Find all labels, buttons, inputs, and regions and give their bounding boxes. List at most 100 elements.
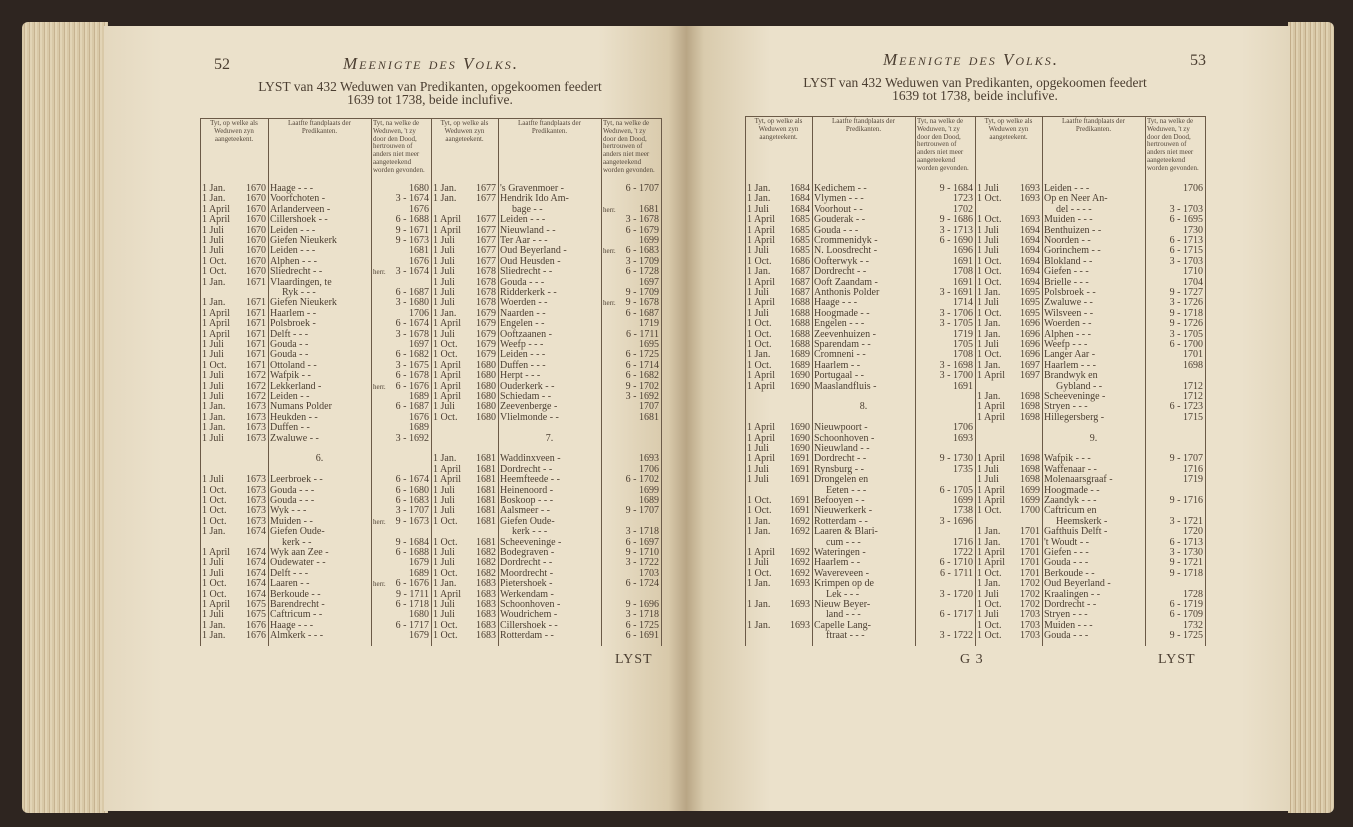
end-date: 3 - 1696 xyxy=(939,515,973,527)
last-post-place: Heinenoord - xyxy=(500,484,554,496)
table-row: 1 Juli 1693 Leiden - - - 1706 xyxy=(975,183,1205,194)
last-post-place: Stryen - - - xyxy=(1044,609,1088,621)
last-post-place: Werkendam - xyxy=(500,588,554,600)
last-post-place: Schoonhoven - xyxy=(500,599,561,610)
entry-month: 1 Juli xyxy=(202,567,224,579)
end-date: 9 - 1673 xyxy=(395,235,429,246)
entry-year: 1688 xyxy=(790,328,810,340)
end-date: 1695 xyxy=(639,339,659,350)
title-line-2: 1639 tot 1738, beide inclufive. xyxy=(892,88,1058,103)
end-date: 1676 xyxy=(409,255,429,267)
table-row: 1 Oct. 1691 Befooyen - - 1699 xyxy=(745,495,975,506)
table-row: 1 April 1688 Haage - - - 1714 xyxy=(745,297,975,308)
entry-month: 1 Oct. xyxy=(977,599,1002,610)
entry-month: 1 April xyxy=(202,214,231,226)
entry-month: 1 April xyxy=(433,318,462,330)
last-post-place: Kedichem - - xyxy=(814,183,867,194)
table-row: 1 Oct. 1673 Gouda - - - 6 - 1683 xyxy=(200,495,431,506)
end-date: 6 - 1705 xyxy=(939,484,973,496)
end-date: 3 - 1722 xyxy=(939,630,973,642)
entry-year: 1692 xyxy=(790,557,810,569)
entry-year: 1694 xyxy=(1020,224,1040,236)
table-row: 1 Jan. 1677 's Gravenmoer - 6 - 1707 xyxy=(431,183,661,194)
entry-month: 1 Juli xyxy=(747,245,769,257)
table-row: 1 Oct. 1680 Vlielmonde - - 1681 xyxy=(431,412,661,423)
right-page xyxy=(686,26,1290,811)
end-date: 9 - 1673 xyxy=(395,515,429,527)
entry-year: 1692 xyxy=(790,515,810,527)
last-post-place: Caftricum en xyxy=(1044,505,1097,517)
column-header-result: Tyt, na welke de Weduwen, 't zy door den… xyxy=(1147,117,1199,172)
last-post-place: Gouda - - - xyxy=(1044,630,1089,642)
end-date: 9 - 1730 xyxy=(939,453,973,465)
table-row: kerk - - - 3 - 1718 xyxy=(431,526,661,537)
end-date: 1693 xyxy=(953,432,973,444)
entry-month: 1 Juli xyxy=(202,245,224,257)
last-post-place: Ouderkerk - - xyxy=(500,380,555,392)
end-date: 3 - 1678 xyxy=(395,328,429,340)
entry-month: 1 Oct. xyxy=(977,567,1002,579)
last-post-place: Moordrecht - xyxy=(500,567,554,579)
end-date: 1716 xyxy=(1183,463,1203,475)
end-date: 6 - 1711 xyxy=(626,328,659,340)
end-date: 1719 xyxy=(953,328,973,340)
entry-month: 1 Oct. xyxy=(977,619,1002,631)
last-post-place: Op en Neer An- xyxy=(1044,193,1108,205)
table-row: 1 Juli 1703 Stryen - - - 6 - 1709 xyxy=(975,609,1205,621)
entry-month: 1 April xyxy=(433,380,462,392)
last-post-place: Brielle - - - xyxy=(1044,276,1089,288)
entry-year: 1695 xyxy=(1020,287,1040,298)
last-post-place: land - - - xyxy=(826,609,861,621)
table-row: 1 Oct. 1694 Giefen - - - 1710 xyxy=(975,266,1205,277)
running-head-right: Meenigte des Volks. xyxy=(883,50,1059,69)
table-row: 1 Jan. 1684 Vlymen - - - 1723 xyxy=(745,193,975,204)
end-date: 1679 xyxy=(409,630,429,642)
column-rule xyxy=(661,118,662,646)
entry-year: 1671 xyxy=(246,318,266,330)
entry-year: 1673 xyxy=(246,474,266,486)
entry-month: 1 Jan. xyxy=(747,183,771,194)
entry-month: 1 Oct. xyxy=(747,255,772,267)
end-date: 1707 xyxy=(639,401,659,413)
last-post-place: Oudewater - - xyxy=(270,557,326,569)
table-row: 1 April 1670 Cillershoek - - 6 - 1688 xyxy=(200,214,431,226)
entry-month: 1 Juli xyxy=(747,557,769,569)
column-rule xyxy=(498,118,499,646)
entry-year: 1701 xyxy=(1020,557,1040,569)
end-date: 9 - 1678 xyxy=(625,297,659,309)
entry-year: 1694 xyxy=(1020,276,1040,288)
end-date: 1681 xyxy=(639,203,659,215)
last-post-place: Giefen Oude- xyxy=(270,526,325,538)
table-row: 1 Oct. 1691 Nieuwerkerk - 1738 xyxy=(745,505,975,516)
table-row: 1 Jan. 1676 Haage - - - 6 - 1717 xyxy=(200,620,431,631)
end-date: 3 - 1703 xyxy=(1169,203,1203,215)
entry-year: 1677 xyxy=(476,245,496,257)
entry-year: 1698 xyxy=(1020,391,1040,402)
column-header-result: Tyt, na welke de Weduwen, 't zy door den… xyxy=(917,117,969,172)
table-row: 1 Juli 1671 Gouda - - 6 - 1682 xyxy=(200,349,431,360)
entry-month: 1 Oct. xyxy=(202,578,227,590)
entry-year: 1674 xyxy=(246,588,266,600)
entry-month: 1 Juli xyxy=(747,443,769,454)
table-row: 1 Oct. 1679 Weefp - - - 1695 xyxy=(431,339,661,350)
entry-month: 1 Juli xyxy=(747,203,769,215)
entry-month: 1 Oct. xyxy=(977,630,1002,642)
table-row: 1 Juli 1681 Aalsmeer - - 9 - 1707 xyxy=(431,505,661,516)
table-row: 1 Jan. 1674 Giefen Oude- xyxy=(200,526,431,538)
entry-month: 1 Jan. xyxy=(977,578,1001,590)
last-post-place: Weefp - - - xyxy=(1044,339,1088,350)
last-post-place: Ryk - - - xyxy=(282,287,316,298)
end-date: 6 - 1687 xyxy=(625,307,659,319)
table-row: 1 April 1685 Crommenidyk - 6 - 1690 xyxy=(745,235,975,246)
entry-year: 1671 xyxy=(246,359,266,371)
table-row: 1 Oct. 1694 Brielle - - - 1704 xyxy=(975,276,1205,288)
end-date: 1701 xyxy=(1183,349,1203,361)
table-row: 1 Juli 1673 Leerbroek - - 6 - 1674 xyxy=(200,474,431,486)
entry-month: 1 Juli xyxy=(433,557,455,569)
last-post-place: Wafpik - - - xyxy=(1044,453,1091,465)
end-date: 9 - 1727 xyxy=(1169,287,1203,298)
last-post-place: Krimpen op de xyxy=(814,578,874,590)
end-date: 1702 xyxy=(953,203,973,215)
entry-year: 1693 xyxy=(1020,193,1040,205)
entry-month: 1 Jan. xyxy=(202,630,226,642)
